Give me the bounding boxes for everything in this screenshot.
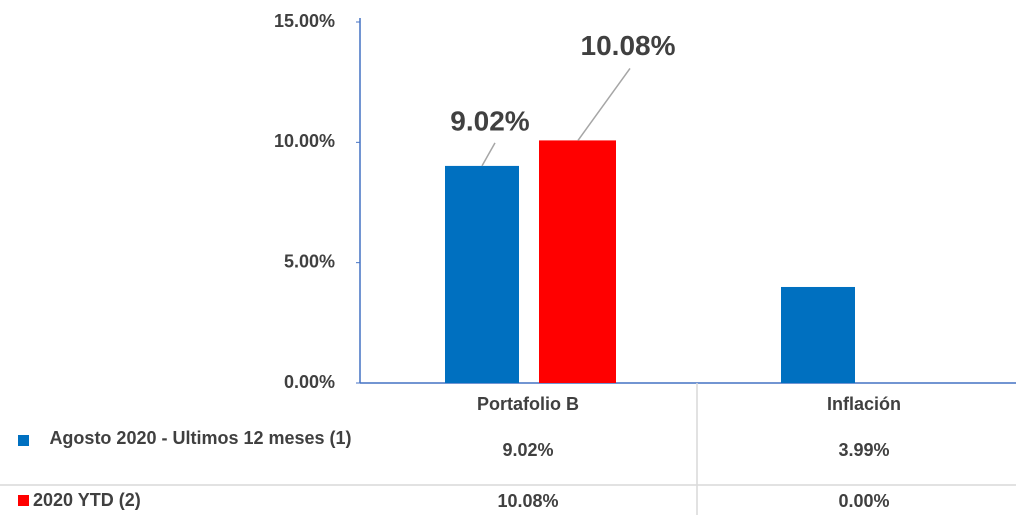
bar <box>539 140 616 383</box>
table-value: 9.02% <box>502 440 553 460</box>
data-label: 9.02% <box>450 105 529 136</box>
x-tick-label: Inflación <box>827 394 901 414</box>
leader-line <box>577 67 631 141</box>
table-value: 10.08% <box>497 491 558 511</box>
bar <box>445 165 519 383</box>
legend-key <box>18 495 29 506</box>
leader-line <box>481 142 496 167</box>
legend-key <box>18 435 29 446</box>
y-tick-label: 15.00% <box>274 11 335 31</box>
y-tick-label: 0.00% <box>284 372 335 392</box>
legend-label: 2020 YTD (2) <box>33 490 141 510</box>
table-value: 0.00% <box>838 491 889 511</box>
legend-label: Agosto 2020 - Ultimos 12 meses (1) <box>49 428 352 448</box>
bar <box>781 286 855 383</box>
data-label: 10.08% <box>581 30 676 61</box>
x-tick-label: Portafolio B <box>477 394 579 414</box>
y-tick-label: 10.00% <box>274 131 335 151</box>
table-value: 3.99% <box>838 440 889 460</box>
y-tick-label: 5.00% <box>284 251 335 271</box>
